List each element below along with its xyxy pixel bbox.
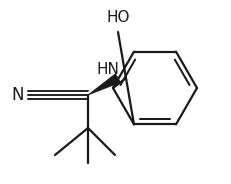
Text: N: N (12, 86, 24, 104)
Text: HO: HO (106, 10, 130, 26)
Polygon shape (88, 74, 120, 95)
Text: HN: HN (97, 63, 119, 77)
